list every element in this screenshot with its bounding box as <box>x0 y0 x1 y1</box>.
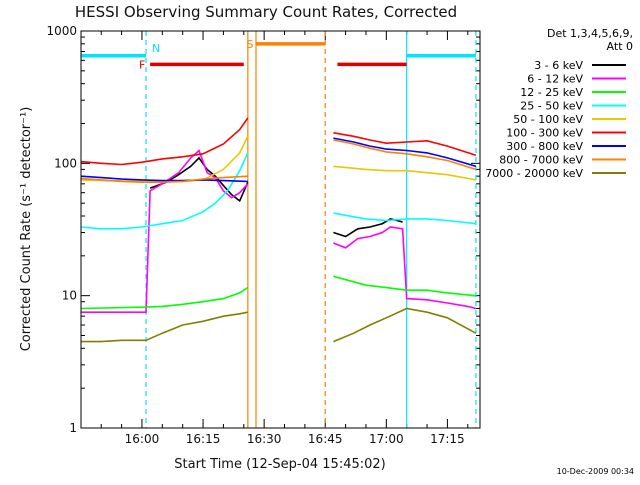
plot-frame <box>80 30 481 429</box>
x-tick-label: 16:15 <box>186 432 221 446</box>
legend-entry-label: 3 - 6 keV <box>534 59 583 72</box>
y-tick-label: 100 <box>54 156 77 170</box>
series-line <box>80 175 248 183</box>
legend-entry-label: 50 - 100 keV <box>513 113 583 126</box>
series-line <box>333 226 477 310</box>
x-axis-label: Start Time (12-Sep-04 15:45:02) <box>174 457 385 472</box>
series-line <box>80 286 249 310</box>
series-line <box>80 117 249 166</box>
legend-entry-label: 6 - 12 keV <box>527 73 583 86</box>
y-axis-label: Corrected Count Rate (s⁻¹ detector⁻¹) <box>19 107 34 352</box>
series-line <box>80 311 248 343</box>
legend-entry-label: 12 - 25 keV <box>520 86 583 99</box>
y-tick-label: 1000 <box>46 24 77 38</box>
series-line <box>333 132 477 157</box>
legend-entry-label: 25 - 50 keV <box>520 100 583 113</box>
legend-entry-label: 7000 - 20000 keV <box>485 167 583 180</box>
series-line <box>80 175 248 183</box>
legend-header-line-1: Det 1,3,4,5,6,9, <box>547 27 633 40</box>
series-line <box>80 149 249 314</box>
legend-entry-label: 300 - 800 keV <box>506 140 583 153</box>
series-line <box>333 139 477 171</box>
plot-layers: 16:00 16:15 16:30 16:45 17:00 17:15 1 10 100 1000… <box>46 24 480 446</box>
x-tick-label: 17:15 <box>430 432 465 446</box>
annotation-bar-label: N <box>152 42 160 55</box>
series-line <box>333 275 476 297</box>
annotation-bar-label: S <box>247 38 254 51</box>
y-tick-label: 10 <box>62 289 77 303</box>
x-tick-label: 17:00 <box>369 432 404 446</box>
series-line <box>333 137 477 168</box>
x-tick-label: 16:45 <box>308 432 343 446</box>
generated-timestamp: 10-Dec-2009 00:34 <box>557 467 634 476</box>
chart-title: HESSI Observing Summary Count Rates, Cor… <box>75 3 457 21</box>
x-tick-label: 16:30 <box>247 432 282 446</box>
y-tick-label: 1 <box>69 421 77 435</box>
series-line <box>80 152 249 230</box>
x-tick-label: 16:00 <box>125 432 160 446</box>
legend-header-line-2: Att 0 <box>607 40 633 53</box>
legend-entry-label: 800 - 7000 keV <box>499 154 583 167</box>
legend-entry-label: 100 - 300 keV <box>506 127 583 140</box>
series-line <box>333 165 477 181</box>
annotation-bar-label: F <box>139 58 145 71</box>
series-line <box>333 307 477 343</box>
series-line <box>333 212 476 225</box>
series-line <box>333 218 403 238</box>
